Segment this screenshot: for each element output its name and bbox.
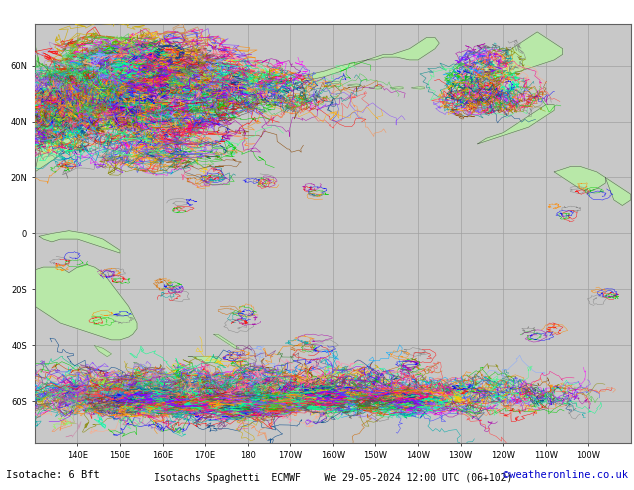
Polygon shape [35,120,86,147]
Text: ©weatheronline.co.uk: ©weatheronline.co.uk [503,470,628,480]
Polygon shape [214,334,239,348]
Polygon shape [327,81,339,83]
Polygon shape [391,87,403,89]
Polygon shape [347,84,361,86]
Polygon shape [35,38,141,82]
Polygon shape [35,57,176,127]
Polygon shape [35,116,86,172]
Polygon shape [150,60,176,91]
Polygon shape [188,357,222,362]
Polygon shape [452,32,563,99]
Polygon shape [94,345,112,357]
Polygon shape [605,177,631,205]
Polygon shape [369,87,382,89]
Polygon shape [77,85,90,105]
Polygon shape [0,189,13,211]
Polygon shape [0,228,35,259]
Polygon shape [301,78,314,81]
Text: Isotachs Spaghetti  ECMWF    We 29-05-2024 12:00 UTC (06+102): Isotachs Spaghetti ECMWF We 29-05-2024 1… [153,473,512,483]
Polygon shape [411,87,424,89]
Polygon shape [0,264,137,340]
Polygon shape [39,231,120,253]
Text: Isotache: 6 Bft: Isotache: 6 Bft [6,470,100,480]
Polygon shape [477,105,554,144]
Polygon shape [281,38,439,88]
Polygon shape [554,166,605,192]
